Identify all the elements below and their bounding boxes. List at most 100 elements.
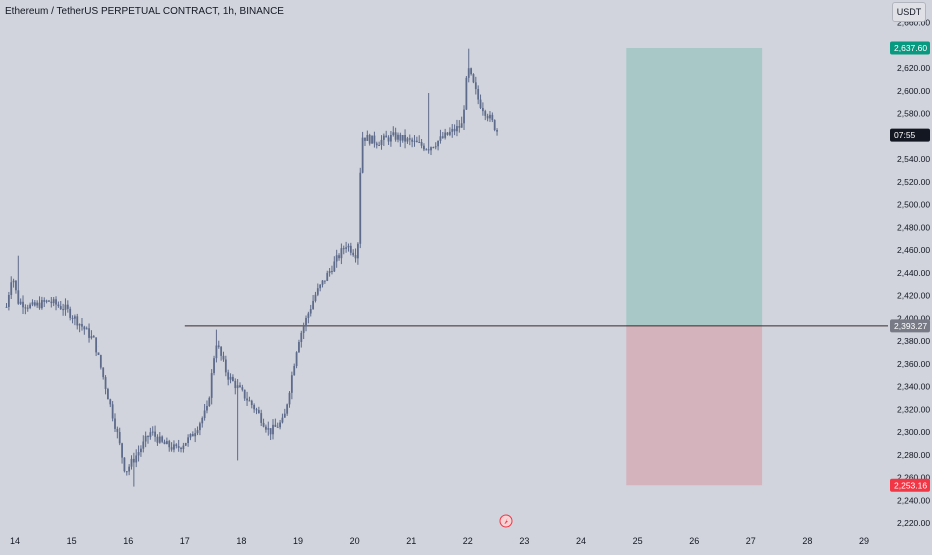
candle bbox=[213, 355, 215, 376]
candle bbox=[415, 136, 418, 143]
candle bbox=[5, 303, 8, 308]
candle bbox=[406, 136, 409, 144]
candle bbox=[345, 241, 348, 253]
candle bbox=[453, 124, 456, 136]
price-tick-label: 2,260.00 bbox=[897, 473, 930, 483]
candle bbox=[439, 129, 442, 144]
price-tick-label: 2,480.00 bbox=[897, 222, 930, 232]
time-tick-label: 24 bbox=[576, 536, 586, 546]
price-tick-label: 2,300.00 bbox=[897, 427, 930, 437]
candle bbox=[420, 138, 423, 149]
candle bbox=[95, 337, 98, 357]
candle bbox=[85, 326, 88, 330]
candle bbox=[371, 135, 373, 144]
candle bbox=[232, 374, 234, 382]
candle bbox=[359, 167, 362, 249]
candle bbox=[102, 367, 105, 380]
price-tick-label: 2,660.00 bbox=[897, 18, 930, 28]
candle bbox=[267, 421, 270, 436]
candle bbox=[24, 304, 27, 315]
candle bbox=[392, 126, 395, 137]
candle bbox=[74, 314, 76, 326]
price-axis[interactable]: 2,660.00 2,620.00 2,600.00 2,580.00 2,540.00… bbox=[897, 18, 930, 529]
candle bbox=[382, 133, 385, 146]
candle bbox=[234, 378, 237, 395]
candle bbox=[144, 431, 147, 448]
candle bbox=[434, 142, 437, 150]
candle bbox=[326, 270, 329, 282]
candle bbox=[338, 253, 340, 261]
candle bbox=[111, 401, 114, 422]
candle bbox=[276, 422, 279, 428]
stop-price-label: 2,253.16 bbox=[890, 478, 930, 492]
candle bbox=[269, 428, 272, 441]
candle bbox=[241, 384, 244, 392]
time-tick-label: 27 bbox=[746, 536, 756, 546]
candle bbox=[493, 119, 496, 132]
time-axis[interactable]: 14 15 16 17 18 19 20 21 22 23 24 25 26 27 28 29 bbox=[10, 536, 869, 546]
candle bbox=[78, 323, 81, 333]
time-tick-label: 23 bbox=[519, 536, 529, 546]
time-tick-label: 14 bbox=[10, 536, 20, 546]
candle bbox=[460, 116, 463, 128]
candle-countdown-label: 07:55 bbox=[890, 128, 930, 142]
candle bbox=[354, 248, 357, 263]
candle bbox=[352, 249, 355, 257]
candle bbox=[427, 93, 430, 154]
stop-loss-zone[interactable] bbox=[626, 325, 763, 486]
candle bbox=[314, 291, 317, 303]
price-tick-label: 2,600.00 bbox=[897, 86, 930, 96]
candle bbox=[66, 300, 69, 313]
candle bbox=[227, 369, 230, 386]
candle bbox=[158, 432, 161, 444]
candle bbox=[201, 416, 204, 428]
candle bbox=[283, 408, 286, 418]
profit-target-zone[interactable] bbox=[626, 47, 763, 326]
candle bbox=[36, 300, 39, 308]
candle bbox=[220, 345, 223, 361]
candle bbox=[156, 434, 159, 446]
candle bbox=[265, 424, 267, 433]
candle bbox=[40, 296, 43, 310]
candle bbox=[408, 134, 411, 146]
candle bbox=[184, 442, 187, 447]
candle bbox=[217, 340, 220, 349]
candle bbox=[104, 375, 107, 395]
entry-price-label: 2,393.27 bbox=[890, 319, 930, 333]
candle bbox=[17, 255, 20, 305]
candle bbox=[404, 129, 406, 149]
candle bbox=[340, 243, 343, 265]
candle bbox=[458, 120, 461, 133]
svg-text:2,393.27: 2,393.27 bbox=[894, 321, 927, 331]
candle bbox=[19, 298, 22, 305]
candle bbox=[121, 442, 123, 464]
candle bbox=[484, 109, 487, 121]
price-tick-label: 2,520.00 bbox=[897, 177, 930, 187]
candle bbox=[175, 443, 178, 449]
candle bbox=[364, 137, 366, 146]
scroll-to-realtime-icon[interactable] bbox=[499, 514, 513, 528]
candle bbox=[274, 418, 277, 427]
candle bbox=[177, 439, 180, 452]
candle bbox=[281, 413, 284, 424]
candle bbox=[321, 280, 324, 288]
time-tick-label: 17 bbox=[180, 536, 190, 546]
candle bbox=[397, 132, 399, 143]
currency-button[interactable]: USDT bbox=[892, 2, 926, 22]
candle bbox=[90, 330, 93, 340]
time-tick-label: 29 bbox=[859, 536, 869, 546]
candle bbox=[151, 426, 154, 436]
price-tick-label: 2,220.00 bbox=[897, 518, 930, 528]
time-tick-label: 19 bbox=[293, 536, 303, 546]
candle bbox=[467, 48, 470, 83]
candle bbox=[260, 409, 263, 427]
svg-text:2,637.60: 2,637.60 bbox=[894, 43, 927, 53]
candle bbox=[59, 300, 62, 311]
candle bbox=[149, 427, 152, 440]
candle bbox=[224, 355, 227, 377]
candle bbox=[373, 131, 376, 148]
candle bbox=[55, 296, 57, 311]
candle bbox=[401, 134, 404, 143]
